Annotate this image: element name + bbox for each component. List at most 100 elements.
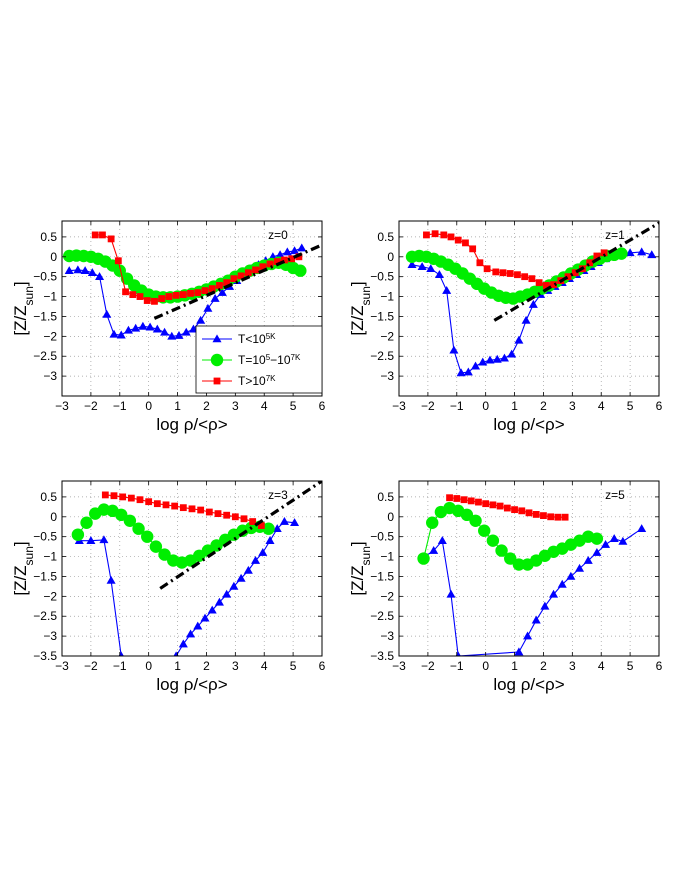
x-axis-label: log ρ/<ρ> bbox=[156, 415, 227, 434]
series-0-point bbox=[222, 589, 232, 598]
x-axis-label: log ρ/<ρ> bbox=[493, 415, 564, 434]
series-0-point bbox=[229, 581, 239, 590]
series-1-point bbox=[113, 264, 126, 277]
legend-label: T<105K bbox=[238, 332, 276, 347]
series-2-point bbox=[542, 282, 550, 289]
series-2-point bbox=[240, 515, 248, 523]
series-0-point bbox=[87, 268, 97, 277]
series-0-point bbox=[186, 629, 196, 638]
series-2-point bbox=[101, 491, 109, 499]
plot-area bbox=[63, 231, 322, 340]
x-tick-label: 3 bbox=[569, 399, 576, 413]
series-0-point bbox=[549, 589, 559, 598]
series-2-point bbox=[571, 269, 579, 277]
y-tick-label: 0 bbox=[50, 250, 57, 264]
series-2-point bbox=[110, 492, 118, 500]
series-2-point bbox=[187, 289, 194, 297]
series-2-point bbox=[145, 498, 153, 506]
series-2-point bbox=[489, 501, 497, 509]
series-0-point bbox=[507, 349, 517, 358]
fit-line bbox=[493, 221, 659, 322]
series-1-point bbox=[504, 552, 517, 565]
series-2-point bbox=[165, 293, 173, 300]
series-2-point bbox=[281, 256, 288, 264]
series-1-point bbox=[615, 247, 628, 260]
series-0-point bbox=[203, 303, 213, 312]
y-tick-label: −2 bbox=[43, 329, 57, 343]
series-0-point bbox=[647, 250, 657, 259]
legend: T<105K T=105−107K T>107K bbox=[195, 325, 323, 394]
fit-line bbox=[159, 481, 322, 590]
series-0-point bbox=[99, 535, 109, 544]
x-tick-label: 2 bbox=[540, 659, 547, 673]
series-1-point bbox=[141, 530, 154, 543]
series-1-point bbox=[478, 524, 491, 537]
series-2-point bbox=[506, 270, 514, 277]
series-2-point bbox=[532, 511, 540, 518]
x-tick-label: −3 bbox=[392, 399, 406, 413]
y-tick-label: −1 bbox=[43, 290, 57, 304]
series-0-point bbox=[514, 647, 524, 656]
series-2-point bbox=[237, 272, 245, 280]
y-axis-label: [Z/Zsun] bbox=[11, 281, 36, 335]
series-0-point bbox=[138, 321, 148, 330]
series-2-point bbox=[431, 230, 439, 238]
x-tick-label: 5 bbox=[290, 659, 297, 673]
series-2-point bbox=[454, 236, 462, 244]
series-2-point bbox=[172, 291, 180, 299]
series-2-point bbox=[151, 297, 158, 305]
x-tick-label: −1 bbox=[450, 399, 464, 413]
y-tick-label: −2.5 bbox=[370, 609, 394, 623]
series-1-point bbox=[132, 522, 145, 535]
series-0-point bbox=[282, 247, 292, 256]
axes-frame bbox=[61, 220, 323, 397]
series-2-point bbox=[492, 268, 500, 276]
series-0-point bbox=[258, 547, 268, 556]
legend-label: T=105−107K bbox=[238, 353, 301, 368]
series-2-point bbox=[476, 259, 484, 267]
series-0-point bbox=[193, 621, 203, 630]
series-0-point bbox=[566, 571, 576, 580]
series-0-point bbox=[80, 266, 90, 275]
series-2-point bbox=[528, 275, 536, 283]
x-tick-label: −3 bbox=[55, 399, 69, 413]
series-0-point bbox=[528, 299, 538, 308]
plot-area bbox=[71, 481, 322, 656]
series-1-point bbox=[590, 532, 604, 545]
series-0-point bbox=[236, 573, 246, 582]
series-1-point bbox=[80, 516, 93, 529]
series-2-point bbox=[295, 253, 303, 261]
series-2-point bbox=[197, 506, 205, 514]
y-tick-label: 0.5 bbox=[377, 230, 394, 244]
series-0-point bbox=[463, 367, 473, 376]
series-0-point bbox=[575, 563, 585, 572]
x-tick-label: 4 bbox=[261, 659, 268, 673]
x-tick-label: −2 bbox=[421, 659, 435, 673]
series-0-point bbox=[407, 260, 417, 269]
axes-frame bbox=[398, 480, 660, 657]
y-tick-label: −3 bbox=[43, 369, 57, 383]
y-axis-label: [Z/Zsun] bbox=[11, 541, 36, 595]
panel-annotation: z=1 bbox=[605, 228, 625, 242]
series-2-point bbox=[136, 496, 144, 504]
x-tick-label: 2 bbox=[540, 399, 547, 413]
x-tick-label: 1 bbox=[174, 399, 181, 413]
series-0-point bbox=[196, 315, 206, 324]
series-2-point bbox=[114, 257, 122, 265]
series-2-point bbox=[216, 282, 223, 289]
y-tick-label: −1 bbox=[380, 290, 394, 304]
axes-frame bbox=[398, 220, 660, 397]
series-2-point bbox=[205, 508, 213, 516]
series-0-point bbox=[540, 601, 550, 610]
series-0-point bbox=[557, 579, 567, 588]
series-2-point bbox=[521, 273, 529, 281]
series-0-point bbox=[521, 315, 531, 324]
series-1-point bbox=[294, 264, 307, 277]
series-2-point bbox=[535, 279, 543, 287]
series-2-point bbox=[483, 265, 491, 273]
series-0-point bbox=[637, 524, 647, 533]
x-tick-label: −2 bbox=[84, 659, 98, 673]
series-2-point bbox=[244, 269, 252, 277]
series-1-point bbox=[426, 516, 439, 529]
